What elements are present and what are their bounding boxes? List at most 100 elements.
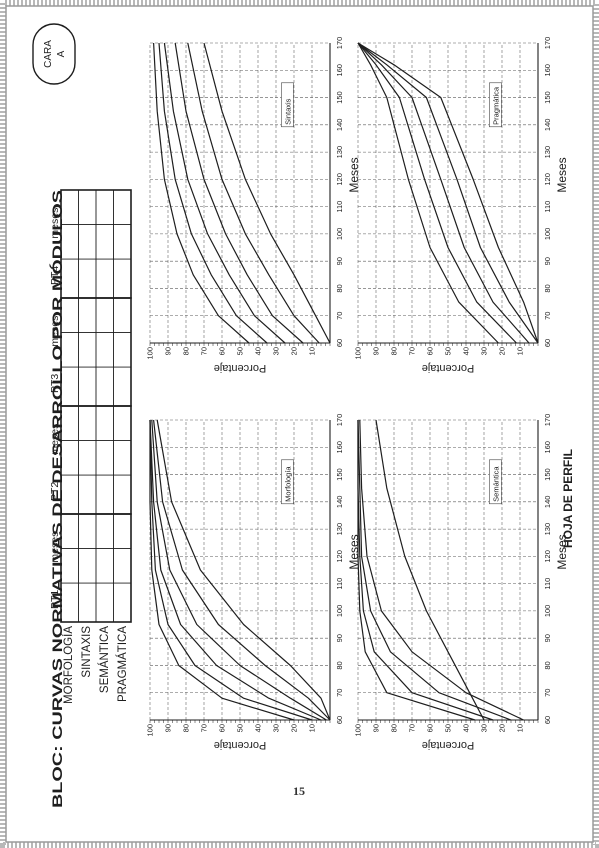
series-line-2: [357, 420, 494, 721]
column-group-label-2: PT2: [49, 482, 61, 501]
y-tick-label: 90: [164, 724, 173, 732]
series-line-5: [187, 42, 320, 344]
x-tick-label: 90: [543, 634, 552, 642]
x-tick-label: 110: [335, 201, 344, 213]
chart-1: 60 70 80 90 100 110 120 130 140 150 160 170 10 20 30 40…: [146, 414, 362, 751]
x-tick-label: 60: [543, 339, 552, 347]
y-tick-label: 80: [182, 347, 191, 355]
series-line-3: [357, 42, 530, 344]
x-tick-label: 160: [543, 64, 552, 77]
y-tick-label: 30: [272, 347, 281, 355]
y-tick-label: 10: [516, 347, 525, 355]
page-number: 15: [293, 784, 305, 798]
y-tick-label: 40: [462, 347, 471, 355]
border-inner-line: [5, 5, 594, 843]
chart-3: 60 70 80 90 100 110 120 130 140 150 160 170 10 20 30 40…: [354, 414, 570, 751]
x-tick-label: 70: [543, 689, 552, 697]
x-tick-label: 150: [543, 468, 552, 481]
y-tick-label: 50: [236, 724, 245, 732]
x-tick-label: 120: [335, 550, 344, 563]
x-tick-label: 100: [543, 605, 552, 618]
x-tick-label: 80: [335, 661, 344, 669]
series-line-1: [357, 42, 499, 344]
chart-title-box: [281, 82, 294, 128]
column-group-unit-1: meses: [49, 532, 61, 563]
x-tick-label: 60: [543, 716, 552, 724]
cara-badge-outline: [32, 23, 76, 85]
x-tick-label: 140: [543, 119, 552, 132]
y-tick-label: 40: [462, 724, 471, 732]
series-line-4: [151, 419, 327, 721]
series-line-3: [149, 419, 322, 721]
series-line-1: [153, 42, 250, 344]
x-tick-label: 130: [543, 146, 552, 159]
y-tick-label: 60: [426, 347, 435, 355]
series-line-1: [149, 420, 295, 721]
y-tick-label: 70: [408, 724, 417, 732]
x-tick-label: 80: [335, 284, 344, 292]
cara-label: CARA: [43, 40, 54, 68]
y-axis-label: Porcentaje: [214, 739, 267, 751]
y-tick-label: 40: [254, 724, 263, 732]
series-line-5: [153, 419, 331, 721]
x-tick-label: 90: [335, 634, 344, 642]
column-group-unit-2: meses: [49, 424, 61, 455]
x-tick-label: 120: [335, 173, 344, 186]
x-tick-label: 120: [543, 173, 552, 186]
y-tick-label: 20: [290, 724, 299, 732]
x-tick-label: 70: [543, 312, 552, 320]
series-line-2: [149, 419, 313, 721]
x-axis-label: Meses: [347, 157, 361, 192]
y-tick-label: 80: [390, 347, 399, 355]
y-tick-label: 70: [200, 724, 209, 732]
x-tick-label: 80: [543, 284, 552, 292]
series-line-2: [158, 42, 268, 344]
y-tick-label: 90: [372, 724, 381, 732]
y-tick-label: 60: [218, 724, 227, 732]
y-tick-label: 60: [218, 347, 227, 355]
y-tick-label: 100: [354, 347, 363, 360]
y-tick-label: 80: [182, 724, 191, 732]
x-tick-label: 160: [335, 441, 344, 454]
y-tick-label: 100: [146, 724, 155, 737]
x-tick-label: 90: [543, 257, 552, 265]
x-tick-label: 60: [335, 716, 344, 724]
x-tick-label: 110: [335, 578, 344, 590]
x-tick-label: 70: [335, 689, 344, 697]
x-tick-label: 140: [335, 496, 344, 509]
y-tick-label: 50: [444, 347, 453, 355]
y-tick-label: 50: [236, 347, 245, 355]
series-line-3: [357, 419, 512, 721]
chart-title-box: [489, 82, 502, 128]
x-tick-label: 140: [335, 119, 344, 132]
y-tick-label: 90: [164, 347, 173, 355]
x-tick-label: 130: [335, 146, 344, 159]
series-line-3: [163, 42, 286, 344]
chart-title: Sintaxis: [283, 98, 292, 125]
x-tick-label: 120: [543, 550, 552, 563]
y-axis-label: Porcentaje: [422, 362, 475, 374]
series-line-2: [357, 42, 517, 344]
chart-2: 60 70 80 90 100 110 120 130 140 150 160 170 10 20 30 40…: [146, 37, 362, 374]
y-tick-label: 10: [308, 724, 317, 732]
x-tick-label: 100: [335, 228, 344, 241]
x-tick-label: 160: [335, 64, 344, 77]
x-tick-label: 100: [543, 228, 552, 241]
y-tick-label: 90: [372, 347, 381, 355]
x-tick-label: 170: [335, 37, 344, 50]
y-axis-label: Porcentaje: [422, 739, 475, 751]
x-tick-label: 60: [335, 339, 344, 347]
y-tick-label: 10: [308, 347, 317, 355]
y-tick-label: 40: [254, 347, 263, 355]
y-tick-label: 50: [444, 724, 453, 732]
y-tick-label: 70: [408, 347, 417, 355]
y-tick-label: 10: [516, 724, 525, 732]
series-line-6: [156, 419, 331, 721]
row-label-4: PRAGMÁTICA: [116, 626, 129, 702]
chart-title: Pragmática: [491, 86, 500, 125]
series-line-5: [357, 42, 539, 344]
